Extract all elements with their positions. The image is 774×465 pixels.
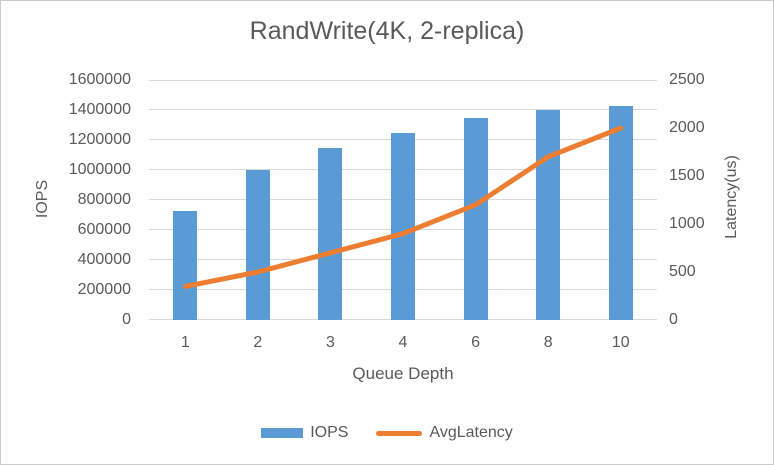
right-axis-tick-label: 1000 [669,215,705,232]
x-axis-tick-label: 10 [611,334,630,351]
x-axis-tick-label: 8 [543,334,553,351]
x-axis-tick-label: 1 [180,334,190,351]
right-axis-tick-labels: 0 500 1000 1500 2000 2500 [669,72,749,328]
x-axis-tick-labels: 1 2 3 4 6 8 10 [149,335,657,355]
iops-bar [391,132,415,320]
avglatency-line [182,125,624,289]
left-axis-tick-label: 1200000 [68,131,131,148]
iops-bar [536,110,561,320]
iops-bar [608,105,633,320]
x-axis-tick-label: 4 [398,334,408,351]
legend-label-avglatency: AvgLatency [429,424,513,441]
left-axis-tick-label: 1600000 [68,71,131,88]
left-axis-title: IOPS [34,179,51,219]
right-axis-tick-label: 2000 [669,119,705,136]
left-axis-tick-label: 400000 [77,251,131,268]
left-axis-tick-label: 0 [122,311,131,328]
iops-bar [245,170,270,320]
left-axis-tick-label: 1400000 [68,101,131,118]
legend: IOPS AvgLatency [1,424,773,442]
legend-label-iops: IOPS [310,424,349,441]
iops-bar [318,147,343,320]
left-axis-tick-labels: 0 200000 400000 600000 800000 1000000 1200000 1… [1,72,131,328]
left-axis-tick-label: 800000 [77,191,131,208]
gridline [149,80,657,81]
legend-item-avglatency: AvgLatency [376,424,513,442]
iops-swatch-icon [261,428,304,438]
x-axis-tick-label: 2 [253,334,263,351]
left-axis-tick-label: 200000 [77,281,131,298]
avglatency-swatch-icon [376,430,423,436]
chart-title: RandWrite(4K, 2-replica) [249,17,525,45]
x-axis-title: Queue Depth [352,364,454,383]
right-axis-tick-label: 1500 [669,167,705,184]
right-axis-tick-label: 2500 [669,71,705,88]
right-axis-title: Latency(us) [723,155,740,239]
right-axis-tick-label: 0 [669,311,678,328]
legend-item-iops: IOPS [261,424,348,442]
x-axis-tick-label: 3 [325,334,335,351]
left-axis-tick-label: 1000000 [68,161,131,178]
gridline [149,109,657,110]
iops-bar [173,210,198,320]
x-axis-tick-label: 6 [471,334,481,351]
right-axis-tick-label: 500 [669,263,696,280]
plot-area [149,80,657,320]
left-axis-tick-label: 600000 [77,221,131,238]
iops-bar [463,117,488,320]
